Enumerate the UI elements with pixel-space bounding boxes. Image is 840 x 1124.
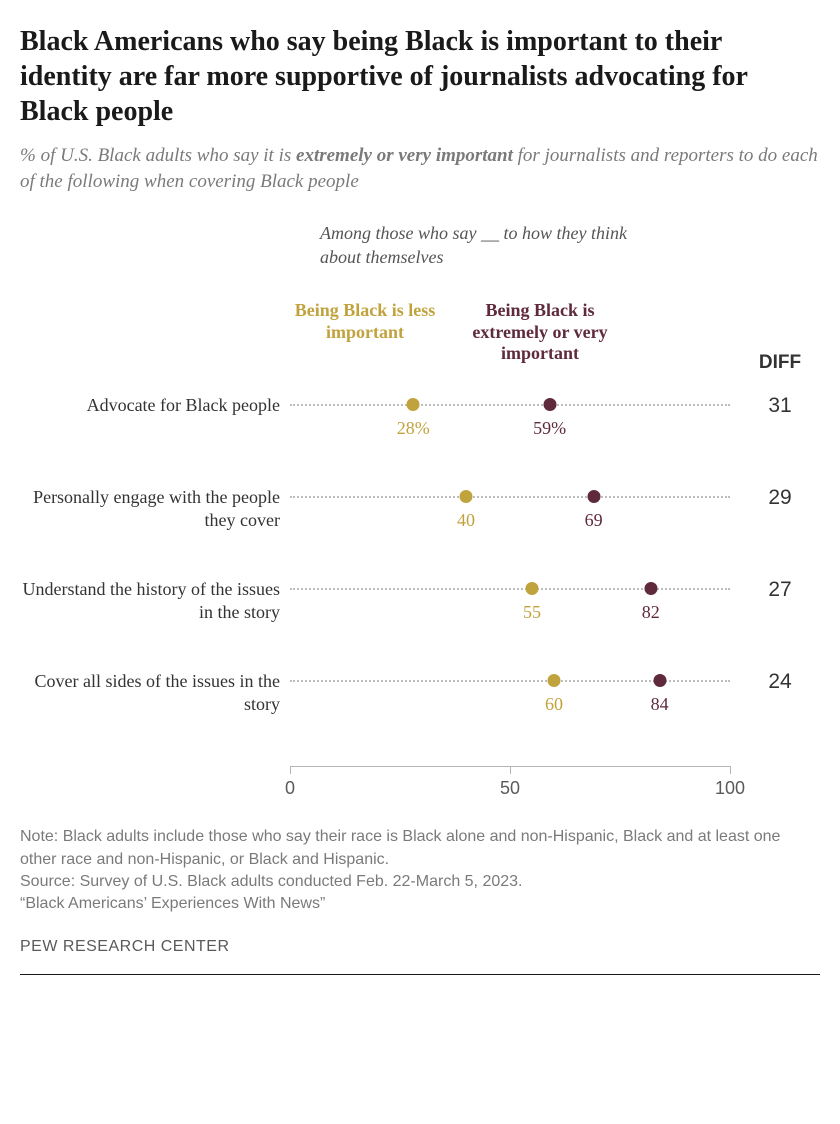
value-series-b: 84	[651, 694, 669, 715]
chart-subtitle: % of U.S. Black adults who say it is ext…	[20, 143, 820, 194]
value-series-b: 59%	[533, 418, 566, 439]
row-label: Personally engage with the people they c…	[20, 486, 280, 531]
value-series-a: 40	[457, 510, 475, 531]
dot-series-b	[587, 490, 600, 503]
dotted-line	[290, 588, 730, 590]
note-line: Source: Survey of U.S. Black adults cond…	[20, 871, 820, 893]
axis-tick-label: 0	[285, 778, 295, 799]
dot-series-a	[407, 398, 420, 411]
value-series-b: 82	[642, 602, 660, 623]
subtitle-emph: extremely or very important	[296, 145, 513, 166]
legend-series-a: Being Black is less important	[290, 300, 440, 343]
row-label: Understand the history of the issues in …	[20, 578, 280, 623]
diff-value: 31	[740, 394, 820, 418]
attribution: PEW RESEARCH CENTER	[20, 938, 820, 975]
diff-value: 27	[740, 578, 820, 602]
value-series-a: 55	[523, 602, 541, 623]
x-axis: 050100	[290, 766, 730, 806]
axis-tick-label: 50	[500, 778, 520, 799]
axis-tick-label: 100	[715, 778, 745, 799]
dot-series-a	[548, 674, 561, 687]
data-row: Personally engage with the people they c…	[20, 484, 820, 576]
row-label: Advocate for Black people	[20, 394, 280, 417]
row-plot: 5582	[290, 588, 730, 589]
diff-value: 29	[740, 486, 820, 510]
note-line: Note: Black adults include those who say…	[20, 826, 820, 871]
dot-series-a	[460, 490, 473, 503]
row-label: Cover all sides of the issues in the sto…	[20, 670, 280, 715]
value-series-b: 69	[585, 510, 603, 531]
dot-series-b	[543, 398, 556, 411]
value-series-a: 28%	[397, 418, 430, 439]
diff-column-header: DIFF	[740, 352, 820, 374]
axis-tick	[290, 766, 291, 774]
dotted-line	[290, 404, 730, 406]
data-row: Advocate for Black people28%59%31	[20, 392, 820, 484]
value-series-a: 60	[545, 694, 563, 715]
subtitle-pre: % of U.S. Black adults who say it is	[20, 145, 296, 166]
note-line: “Black Americans’ Experiences With News”	[20, 893, 820, 915]
chart-notes: Note: Black adults include those who say…	[20, 826, 820, 916]
diff-value: 24	[740, 670, 820, 694]
dot-series-b	[653, 674, 666, 687]
dotted-line	[290, 496, 730, 498]
row-plot: 6084	[290, 680, 730, 681]
legend-series-b: Being Black is extremely or very importa…	[460, 300, 620, 365]
chart-area: Among those who say __ to how they think…	[20, 222, 820, 806]
axis-tick	[510, 766, 511, 774]
data-row: Cover all sides of the issues in the sto…	[20, 668, 820, 760]
dot-series-b	[644, 582, 657, 595]
row-plot: 28%59%	[290, 404, 730, 405]
dot-series-a	[526, 582, 539, 595]
legend-intro: Among those who say __ to how they think…	[320, 222, 640, 269]
legend-row: Being Black is less important Being Blac…	[20, 300, 820, 390]
chart-title: Black Americans who say being Black is i…	[20, 24, 820, 129]
data-row: Understand the history of the issues in …	[20, 576, 820, 668]
axis-tick	[730, 766, 731, 774]
row-plot: 4069	[290, 496, 730, 497]
